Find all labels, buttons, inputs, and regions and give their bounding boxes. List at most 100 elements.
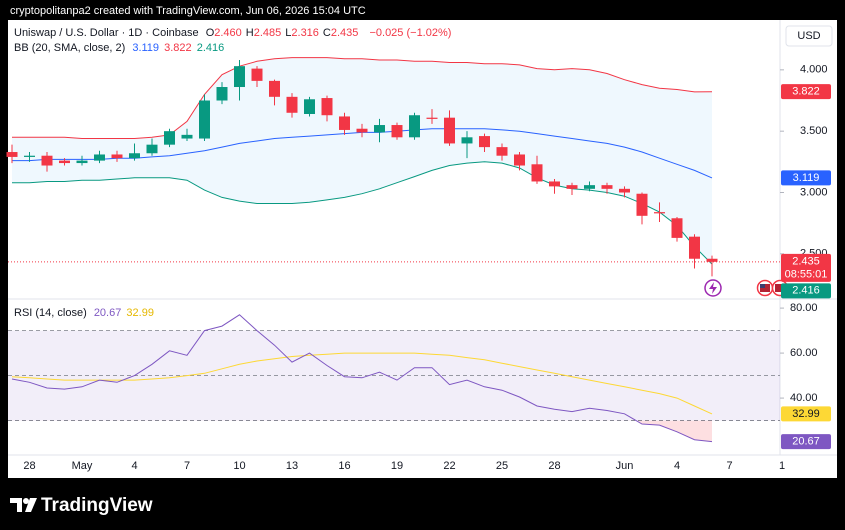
candle-body — [514, 154, 525, 166]
oversold-fill — [12, 420, 712, 442]
x-tick-label: 22 — [443, 460, 455, 472]
bb-title[interactable]: BB (20, SMA, close, 2) — [14, 42, 126, 54]
ohlc-key: O — [205, 27, 215, 39]
candle-body — [461, 137, 473, 144]
bb-value: 2.416 — [196, 42, 225, 54]
logo-mark — [10, 498, 22, 512]
candle-body — [636, 193, 648, 216]
candle-body — [164, 131, 175, 145]
x-tick-label: 4 — [131, 460, 137, 472]
price-badge — [781, 253, 831, 282]
x-tick-label: May — [72, 460, 93, 472]
candle-body — [234, 66, 245, 88]
rsi-line — [11, 314, 713, 443]
currency: USD — [797, 30, 820, 42]
rsi-title[interactable]: RSI (14, close) — [14, 307, 87, 319]
x-tick-label: 7 — [184, 460, 190, 472]
candle-body — [374, 125, 385, 133]
candle-body — [59, 160, 70, 164]
bb-value: 3.119 — [132, 42, 160, 54]
lightning — [709, 282, 717, 294]
rsi-badge-label: 20.67 — [792, 435, 820, 447]
candle-body — [181, 134, 193, 139]
candle-body — [584, 185, 595, 189]
ohlc-value: 2.485 — [253, 27, 282, 39]
currency-box[interactable] — [785, 25, 833, 47]
candle-body — [94, 154, 105, 161]
bb-badge-label: 2.416 — [792, 285, 820, 297]
bb-legend: BB (20, SMA, close, 2) 3.119 3.822 2.416 — [14, 42, 226, 54]
ohlc-key: C — [322, 27, 331, 39]
candle-body — [391, 125, 403, 138]
candle-body — [146, 144, 158, 154]
x-tick-label: Jun — [616, 460, 634, 472]
candle-body — [199, 100, 210, 139]
candle-body — [689, 236, 700, 259]
ohlc-key: L — [285, 27, 292, 39]
y-tick-label: 40.00 — [790, 392, 818, 404]
header: cryptopolitanpa2 created with TradingVie… — [10, 5, 366, 17]
ohlc-value: 2.435 — [330, 27, 359, 39]
logo-mark — [23, 498, 29, 504]
y-tick-label: 80.00 — [790, 302, 818, 314]
candle-body — [671, 218, 683, 238]
candle-body — [496, 147, 508, 156]
ohlc-key: H — [245, 27, 254, 39]
ohlc-value: 2.460 — [214, 27, 242, 39]
candle-body — [129, 153, 140, 159]
candle-body — [619, 188, 630, 193]
bb-badge-label: 3.119 — [793, 172, 820, 184]
flag — [775, 284, 785, 292]
change: −0.025 (−1.02%) — [369, 27, 452, 39]
candle-body — [566, 185, 578, 189]
candle-body — [6, 152, 18, 157]
candle-body — [111, 154, 123, 159]
candle-body — [76, 160, 88, 164]
candle-body — [444, 117, 455, 144]
candle-body — [706, 258, 718, 262]
x-tick-label: 13 — [286, 460, 298, 472]
price-badge-label: 2.435 — [792, 256, 820, 268]
x-tick-label: 28 — [548, 460, 560, 472]
rsi-legend: RSI (14, close) 20.67 32.99 — [14, 307, 156, 319]
y-tick-label: 4.000 — [800, 64, 828, 76]
candle-body — [216, 87, 228, 101]
symbol[interactable]: Uniswap / U.S. Dollar · 1D · Coinbase — [14, 27, 199, 39]
brand: TradingView — [41, 495, 153, 516]
x-tick-label: 4 — [674, 460, 680, 472]
bb-badge — [781, 84, 831, 100]
x-tick-label: 10 — [233, 460, 245, 472]
bb-badge — [781, 283, 831, 299]
bb-line — [12, 161, 713, 265]
bb-badge-label: 3.822 — [792, 86, 820, 98]
candle-body — [251, 68, 263, 81]
candle-body — [41, 155, 53, 166]
rsi-line — [11, 352, 713, 415]
candle-body — [339, 116, 350, 130]
candle-body — [479, 136, 490, 148]
x-tick-label: 16 — [338, 460, 350, 472]
candle-body — [531, 164, 543, 182]
bb-fill — [12, 57, 712, 265]
bb-line — [12, 57, 713, 139]
candle-body — [426, 117, 438, 119]
x-tick-label: 7 — [726, 460, 732, 472]
candle-body — [549, 181, 560, 187]
y-tick-label: 3.000 — [800, 186, 828, 198]
logo-mark — [25, 498, 37, 512]
y-tick-label: 60.00 — [790, 347, 818, 359]
countdown: 08:55:01 — [785, 269, 828, 281]
candle-body — [304, 99, 315, 114]
candle-body — [601, 185, 613, 189]
candle-body — [356, 128, 368, 133]
x-tick-label: 25 — [496, 460, 508, 472]
x-tick-label: 28 — [23, 460, 35, 472]
rsi-badge — [781, 406, 831, 422]
y-tick-label: 3.500 — [800, 125, 828, 137]
ohlc-value: 2.316 — [291, 27, 319, 39]
x-tick-label: 1 — [779, 460, 785, 472]
ohlc: O2.460 H2.485 L2.316 C2.435 — [206, 27, 363, 39]
bb-badge — [781, 170, 831, 186]
candle-body — [286, 96, 298, 113]
